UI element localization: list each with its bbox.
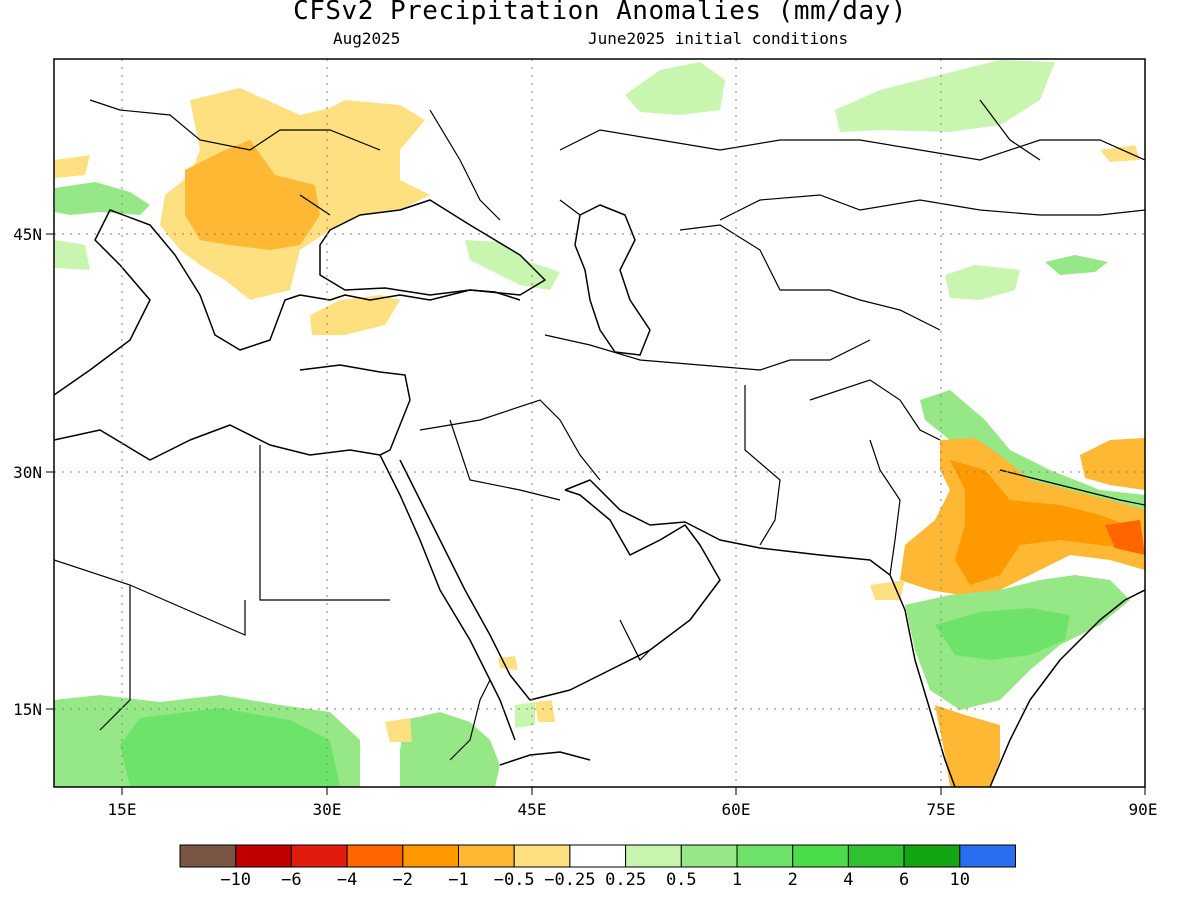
coastlines — [54, 199, 1145, 787]
anomaly-region — [950, 460, 1140, 585]
x-axis-tick-labels: 15E 30E 45E 60E 75E 90E — [108, 800, 1158, 819]
graticule — [54, 59, 1145, 787]
colorbar-swatch — [179, 844, 237, 868]
anomaly-shading — [54, 60, 1145, 787]
anomaly-region — [120, 708, 340, 787]
colorbar-swatch — [513, 844, 571, 868]
anomaly-region — [945, 265, 1020, 300]
anomaly-region — [920, 390, 1145, 520]
anomaly-region — [935, 705, 1000, 787]
country-borders — [54, 99, 1145, 761]
anomaly-region — [935, 608, 1070, 660]
anomaly-region — [310, 295, 400, 335]
y-tick-label: 45N — [13, 225, 42, 244]
x-tick-label: 75E — [927, 800, 956, 819]
colorbar-label: 0.25 — [605, 870, 646, 890]
valid-month-label: Aug2025 — [333, 29, 401, 48]
anomaly-region — [1105, 520, 1145, 555]
x-tick-label: 15E — [108, 800, 137, 819]
anomaly-region — [465, 240, 560, 290]
colorbar-label: 10 — [950, 870, 970, 890]
anomaly-region — [185, 140, 320, 250]
colorbar-swatch — [847, 844, 905, 868]
anomaly-region — [385, 718, 412, 742]
colorbar-label: 1 — [732, 870, 742, 890]
colorbar-label: −6 — [281, 870, 301, 890]
x-tick-label: 45E — [518, 800, 547, 819]
anomaly-region — [400, 712, 500, 787]
x-tick-label: 60E — [722, 800, 751, 819]
map-frame — [53, 58, 1146, 788]
colorbar-label: −0.5 — [494, 870, 535, 890]
anomaly-region — [625, 62, 725, 115]
anomaly-region — [870, 580, 905, 600]
colorbar-swatch — [625, 844, 682, 868]
anomaly-region — [55, 240, 90, 270]
colorbar-swatch — [346, 844, 404, 868]
colorbar-label: 6 — [899, 870, 909, 890]
colorbar-swatch — [569, 844, 627, 868]
colorbar-swatch — [959, 844, 1016, 868]
colorbar-swatch — [680, 844, 738, 868]
initial-conditions-label: June2025 initial conditions — [588, 29, 849, 48]
y-tick-label: 30N — [13, 463, 42, 482]
colorbar-swatch — [903, 844, 961, 868]
colorbar-swatch — [736, 844, 794, 868]
colorbar-swatch — [235, 844, 292, 868]
anomaly-region — [1100, 145, 1140, 162]
x-tick-label: 90E — [1129, 800, 1158, 819]
anomaly-region — [1080, 438, 1145, 490]
anomaly-region — [55, 155, 90, 178]
anomaly-region — [55, 182, 150, 215]
y-tick-label: 15N — [13, 700, 42, 719]
colorbar: −10 −6 −4 −2 −1 −0.5 −0.25 0.25 0.5 1 2 4 6 10 — [179, 844, 1016, 890]
colorbar-swatch — [402, 844, 459, 868]
anomaly-region — [835, 60, 1055, 132]
colorbar-swatch — [458, 844, 515, 868]
anomaly-region — [535, 700, 555, 722]
map-title: CFSv2 Precipitation Anomalies (mm/day) — [293, 0, 907, 26]
y-axis-tick-labels: 15N 30N 45N — [13, 225, 42, 719]
anomaly-region — [1045, 255, 1108, 275]
colorbar-label: 2 — [788, 870, 798, 890]
colorbar-swatch — [290, 844, 348, 868]
colorbar-swatch — [792, 844, 849, 868]
colorbar-label: −1 — [448, 870, 468, 890]
colorbar-label: −10 — [220, 870, 251, 890]
colorbar-label: −4 — [337, 870, 357, 890]
colorbar-label: 0.5 — [666, 870, 697, 890]
map-area — [54, 59, 1145, 787]
x-tick-label: 30E — [313, 800, 342, 819]
colorbar-label: −0.25 — [544, 870, 595, 890]
colorbar-label: 4 — [843, 870, 853, 890]
colorbar-label: −2 — [393, 870, 413, 890]
